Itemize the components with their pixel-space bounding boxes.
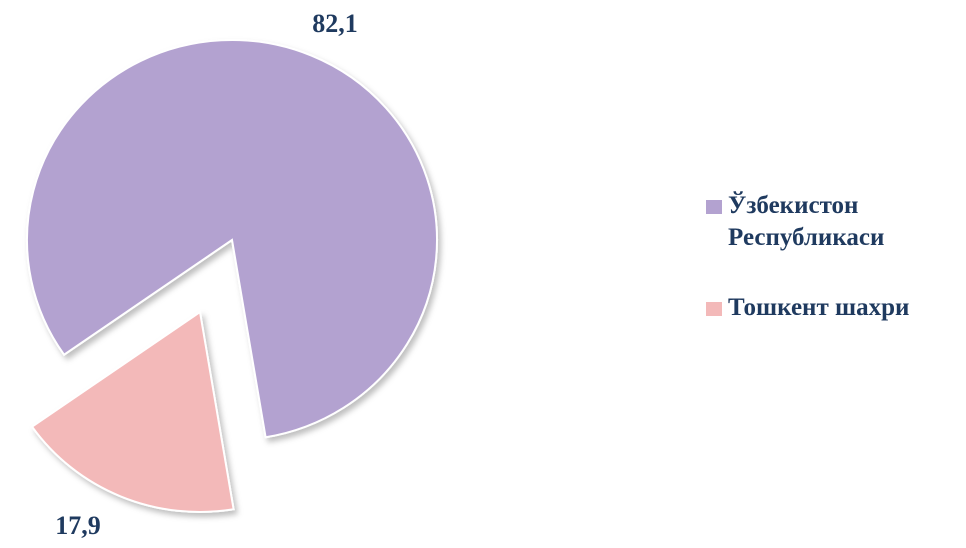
data-label: 82,1 — [312, 9, 358, 38]
legend-item: Тошкент шахри — [706, 292, 956, 324]
legend-label: Тошкент шахри — [728, 294, 910, 321]
legend-label: Ўзбекистон Республикаси — [728, 192, 885, 251]
legend-swatch — [706, 200, 722, 214]
data-label: 17,9 — [55, 511, 101, 540]
legend-item: Ўзбекистон Республикаси — [706, 190, 956, 254]
pie-slice — [26, 39, 438, 439]
legend-swatch — [706, 302, 722, 316]
pie-slice — [30, 310, 235, 513]
